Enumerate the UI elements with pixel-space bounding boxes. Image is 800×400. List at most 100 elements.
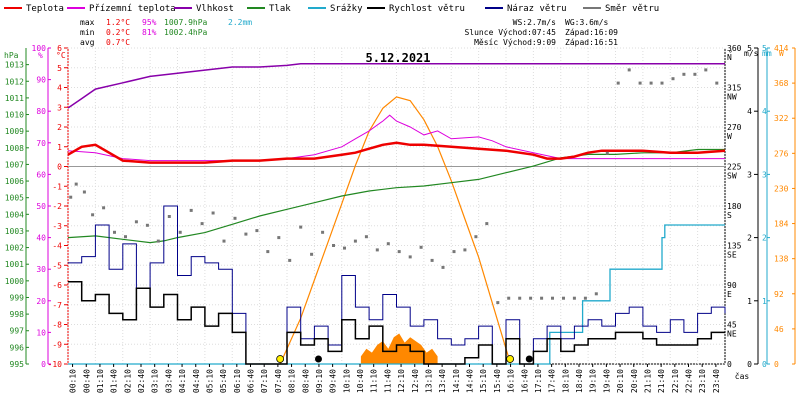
direction-compass-label: SE <box>727 251 737 260</box>
stats-info-b: Západ:16:51 <box>565 38 618 47</box>
direction-compass-label: E <box>727 290 732 299</box>
time-tick-label: 11:10 <box>370 369 379 393</box>
wind-direction-point <box>671 77 675 81</box>
stats-pressure: 1002.4hPa <box>164 28 208 37</box>
humidity-tick-label: 0 <box>41 360 46 369</box>
time-tick-label: 13:40 <box>438 369 447 393</box>
pressure-tick-label: 999 <box>10 293 25 302</box>
stats-info-b: WG:3.6m/s <box>565 18 609 27</box>
time-tick-label: 22:40 <box>685 369 694 393</box>
wind-direction-point <box>167 215 171 218</box>
wind-direction-point <box>485 222 489 226</box>
time-axis-label: čas <box>735 371 750 381</box>
wind-direction-point <box>616 81 620 85</box>
humidity-tick-label: 80 <box>36 107 46 116</box>
time-tick-label: 08:10 <box>288 369 297 393</box>
rain-tick-label: 0 <box>762 360 767 369</box>
humidity-tick-label: 70 <box>36 139 46 148</box>
stats-info-a: WS:2.7m/s <box>513 18 557 27</box>
time-tick-label: 17:40 <box>548 369 557 393</box>
right-axes: ° m/s mm W360N315NW270W225SW180S135SE90E45N… <box>724 44 796 369</box>
left-axes: hPa% °C9959969979989991000100110021003100… <box>4 44 69 369</box>
rain-tick-label: 3 <box>762 170 767 179</box>
stats-info-a: Měsíc Východ:9:09 <box>474 38 556 47</box>
stats-temperature: 0.2°C <box>106 28 130 37</box>
humidity-tick-label: 100 <box>32 44 47 53</box>
solar-tick-label: 184 <box>774 220 789 229</box>
time-tick-label: 12:40 <box>411 369 420 393</box>
wind-speed-tick-label: 2 <box>747 234 752 243</box>
stats-pressure: 1007.9hPa <box>164 18 208 27</box>
temperature-tick-label: -4 <box>52 242 62 251</box>
rain-tick-label: 4 <box>762 107 767 116</box>
direction-tick-label: 135 <box>727 242 742 251</box>
wind-direction-point <box>102 206 106 210</box>
time-tick-label: 04:40 <box>192 369 201 393</box>
wind-direction-point <box>638 81 642 85</box>
wind-speed-tick-label: 5 <box>747 44 752 53</box>
humidity-tick-label: 50 <box>36 202 46 211</box>
legend: Teplota Přízemní teplota Vlhkost Tlak Srážky… <box>4 4 659 14</box>
moon-marker <box>314 355 322 363</box>
wind-direction-point <box>69 195 73 199</box>
chart-title: 5.12.2021 <box>365 51 430 65</box>
wind-direction-point <box>321 230 325 234</box>
solar-tick-label: 230 <box>774 184 789 193</box>
time-tick-label: 23:40 <box>712 369 721 393</box>
pressure-tick-label: 996 <box>10 343 25 352</box>
time-tick-label: 20:10 <box>616 369 625 393</box>
direction-unit: ° <box>728 49 733 58</box>
wind-direction-point <box>408 255 412 259</box>
temperature-tick-label: 4 <box>57 84 62 93</box>
stats-info-a: Slunce Východ:07:45 <box>464 28 556 37</box>
time-tick-label: 06:40 <box>247 369 256 393</box>
humidity-tick-label: 60 <box>36 170 46 179</box>
sun-marker <box>276 355 285 363</box>
temperature-tick-label: -1 <box>52 182 62 191</box>
wind-direction-point <box>507 296 511 300</box>
wind-direction-point <box>518 296 522 300</box>
series-ground-temperature <box>67 114 725 162</box>
time-tick-label: 03:40 <box>164 369 173 393</box>
wind-direction-point <box>397 250 401 254</box>
wind-direction-point <box>200 222 204 226</box>
wind-direction-point <box>529 296 533 300</box>
stats-row-label: max <box>80 18 95 27</box>
time-tick-label: 21:10 <box>643 369 652 393</box>
stats-row-label: min <box>80 28 95 37</box>
legend-label: Srážky <box>330 4 363 14</box>
direction-tick-label: 360 <box>727 44 742 53</box>
wind-direction-point <box>463 248 467 252</box>
wind-direction-point <box>649 81 653 85</box>
time-tick-label: 07:40 <box>274 369 283 393</box>
wind-direction-point <box>474 235 478 239</box>
time-tick-label: 18:40 <box>575 369 584 393</box>
humidity-tick-label: 40 <box>36 234 46 243</box>
sun-marker <box>506 355 515 363</box>
direction-tick-label: 315 <box>727 84 742 93</box>
time-tick-label: 00:10 <box>69 369 78 393</box>
time-tick-label: 02:40 <box>137 369 146 393</box>
rain-tick-label: 1 <box>762 297 767 306</box>
rain-unit: mm <box>762 49 772 58</box>
temperature-tick-label: 6 <box>57 44 62 53</box>
time-tick-label: 16:40 <box>520 369 529 393</box>
temperature-tick-label: -3 <box>52 222 62 231</box>
wind-direction-point <box>343 246 346 250</box>
time-tick-label: 01:10 <box>96 369 105 393</box>
time-tick-label: 06:10 <box>233 369 242 393</box>
series-wind-speed <box>68 281 725 365</box>
humidity-tick-label: 30 <box>36 265 46 274</box>
wind-speed-tick-label: 1 <box>747 297 752 306</box>
wind-direction-point <box>277 236 281 240</box>
pressure-tick-label: 1006 <box>5 177 24 186</box>
temperature-tick-label: -6 <box>52 281 62 290</box>
pressure-tick-label: 998 <box>10 310 25 319</box>
temperature-tick-label: -2 <box>52 202 62 211</box>
time-tick-label: 13:10 <box>424 369 433 393</box>
wind-direction-point <box>353 239 357 243</box>
time-tick-label: 01:40 <box>110 369 119 393</box>
stats-humidity: 81% <box>142 28 157 37</box>
wind-direction-point <box>594 292 598 296</box>
wind-direction-point <box>178 230 182 234</box>
